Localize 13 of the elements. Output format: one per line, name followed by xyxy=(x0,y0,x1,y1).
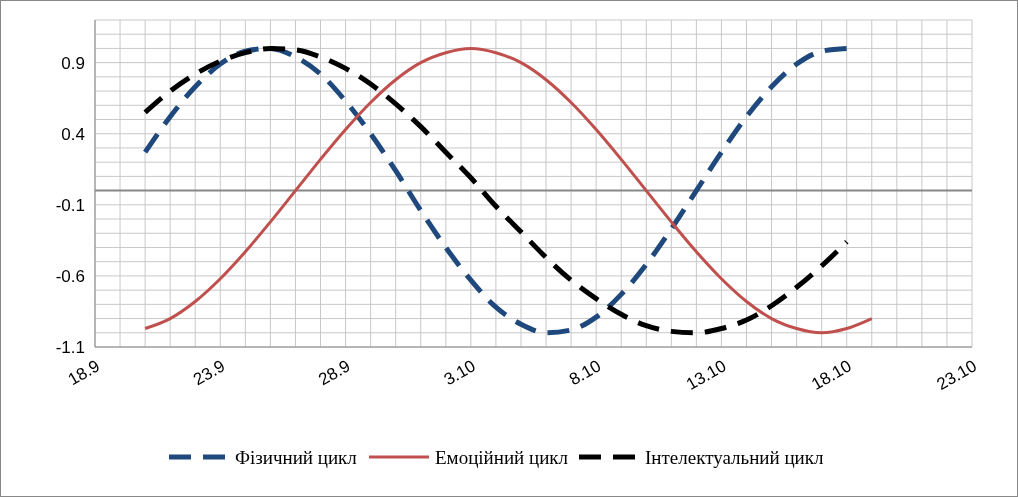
x-tick-label: 8.10 xyxy=(565,356,605,390)
y-tick-label: 0.4 xyxy=(61,124,85,144)
x-tick-label: 3.10 xyxy=(440,356,479,390)
y-tick-label: 0.9 xyxy=(61,53,85,73)
x-tick-label: 28.9 xyxy=(315,356,354,390)
x-tick-label: 23.9 xyxy=(190,356,229,390)
legend-label: Емоційний цикл xyxy=(435,446,569,468)
x-tick-label: 18.9 xyxy=(64,356,103,390)
y-tick-label: -1.1 xyxy=(55,337,85,357)
legend-label: Інтелектуальний цикл xyxy=(645,446,824,468)
legend-label: Фізичний цикл xyxy=(235,446,358,468)
y-tick-label: -0.6 xyxy=(55,266,85,286)
y-tick-label: -0.1 xyxy=(55,195,85,215)
